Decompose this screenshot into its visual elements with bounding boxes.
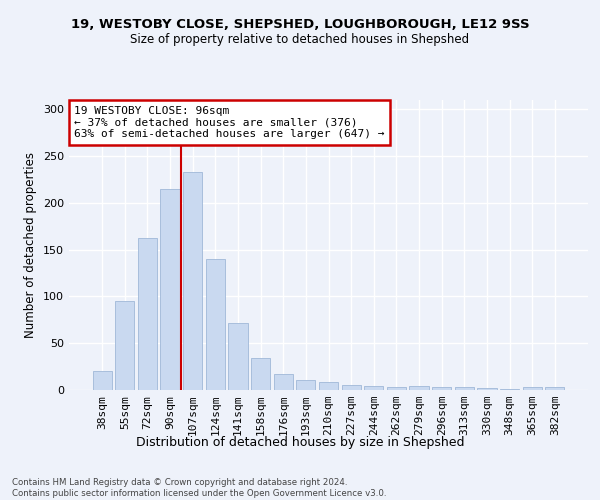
Bar xyxy=(296,380,316,390)
Text: Contains HM Land Registry data © Crown copyright and database right 2024.
Contai: Contains HM Land Registry data © Crown c… xyxy=(12,478,386,498)
Bar xyxy=(92,372,112,390)
Bar xyxy=(500,389,519,390)
Bar xyxy=(364,386,383,390)
Text: Size of property relative to detached houses in Shepshed: Size of property relative to detached ho… xyxy=(130,32,470,46)
Bar xyxy=(523,387,542,390)
Bar xyxy=(229,322,248,390)
Bar xyxy=(274,374,293,390)
Bar xyxy=(160,189,180,390)
Bar xyxy=(183,172,202,390)
Bar xyxy=(319,382,338,390)
Bar xyxy=(115,301,134,390)
Bar xyxy=(387,387,406,390)
Text: Distribution of detached houses by size in Shepshed: Distribution of detached houses by size … xyxy=(136,436,464,449)
Text: 19 WESTOBY CLOSE: 96sqm
← 37% of detached houses are smaller (376)
63% of semi-d: 19 WESTOBY CLOSE: 96sqm ← 37% of detache… xyxy=(74,106,385,139)
Bar xyxy=(545,387,565,390)
Bar xyxy=(432,387,451,390)
Bar xyxy=(206,259,225,390)
Y-axis label: Number of detached properties: Number of detached properties xyxy=(25,152,37,338)
Bar xyxy=(409,386,428,390)
Bar xyxy=(341,386,361,390)
Bar xyxy=(455,387,474,390)
Bar xyxy=(477,388,497,390)
Bar xyxy=(138,238,157,390)
Text: 19, WESTOBY CLOSE, SHEPSHED, LOUGHBOROUGH, LE12 9SS: 19, WESTOBY CLOSE, SHEPSHED, LOUGHBOROUG… xyxy=(71,18,529,30)
Bar xyxy=(251,358,270,390)
